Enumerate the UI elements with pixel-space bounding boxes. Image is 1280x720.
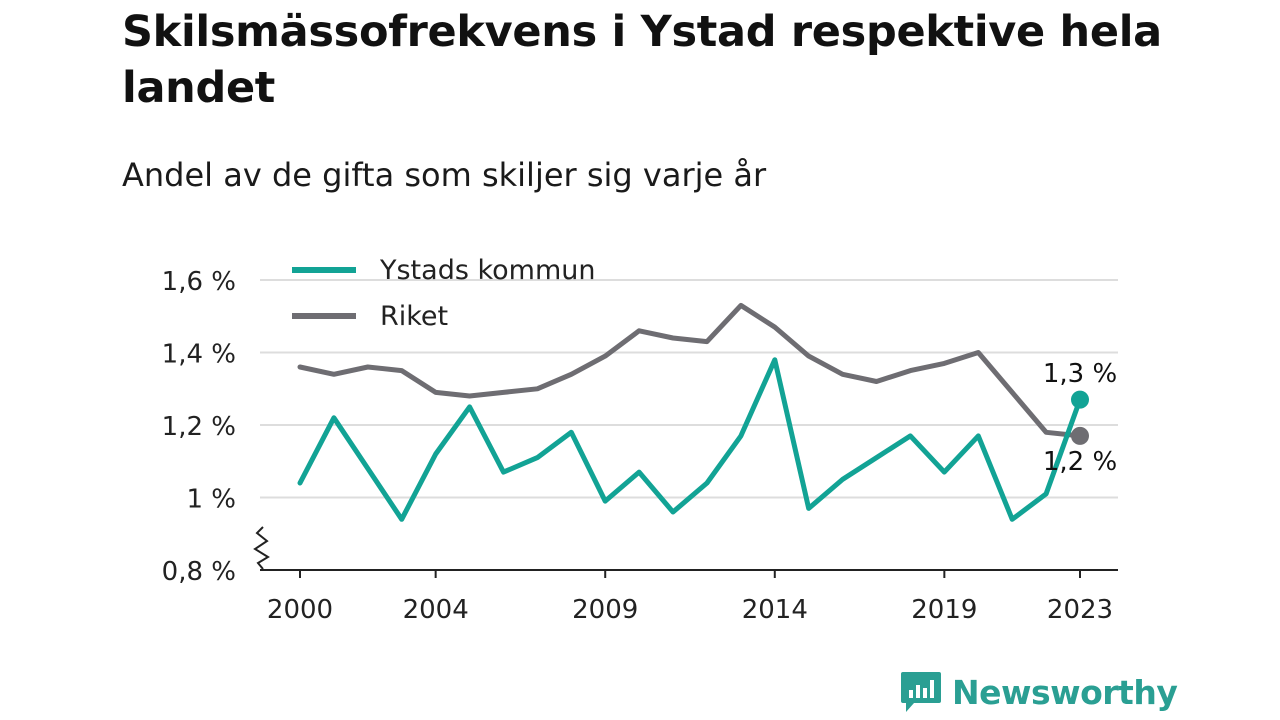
axis-break-icon [253, 526, 270, 570]
end-point-ystad [1071, 390, 1089, 409]
x-tick-label: 2009 [572, 595, 638, 625]
y-tick-label: 1 % [186, 485, 236, 515]
brand-logo: Newsworthy [900, 670, 1178, 714]
end-label-ystad: 1,3 % [1043, 359, 1117, 389]
end-labels: 1,3 % 1,2 % [1043, 359, 1117, 477]
y-tick-label: 1,2 % [162, 412, 236, 442]
y-tick-label: 1,6 % [162, 267, 236, 297]
x-tick-label: 2019 [911, 595, 977, 625]
x-tick-label: 2000 [267, 595, 333, 625]
legend-label-ystad: Ystads kommun [379, 255, 596, 286]
newsworthy-logo-icon [901, 672, 941, 712]
chart-subtitle: Andel av de gifta som skiljer sig varje … [122, 156, 767, 194]
end-label-riket: 1,2 % [1043, 447, 1117, 477]
x-tick-label: 2023 [1047, 595, 1113, 625]
y-tick-label: 0,8 % [162, 557, 236, 587]
x-tick-label: 2014 [742, 595, 808, 625]
axes: 0,8 % 1 % 1,2 % 1,4 % 1,6 % 2000 2004 2009 2014 2… [162, 267, 1118, 625]
series-lines [297, 302, 1089, 522]
series-line-ystad [297, 357, 1083, 522]
brand-name: Newsworthy [952, 672, 1178, 712]
chart-title: Skilsmässofrekvens i Ystad respektive he… [122, 7, 1162, 113]
series-line-riket [297, 302, 1083, 439]
legend: Ystads kommun Riket [292, 255, 596, 332]
end-point-riket [1071, 426, 1089, 445]
x-tick-label: 2004 [403, 595, 469, 625]
y-tick-label: 1,4 % [162, 340, 236, 370]
legend-label-riket: Riket [380, 301, 448, 332]
